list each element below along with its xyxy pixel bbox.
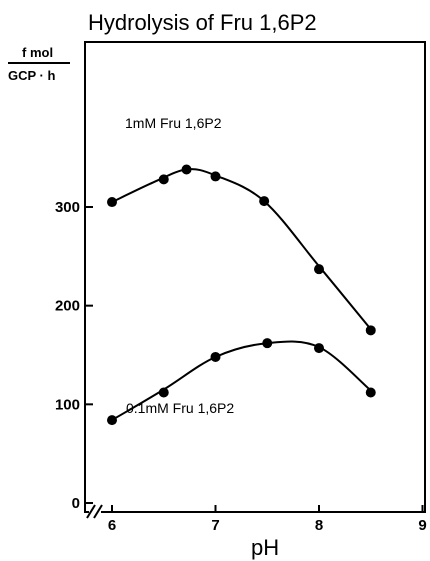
- series-0-point: [107, 197, 117, 208]
- x-tick-label: 8: [315, 517, 323, 534]
- series-0-point: [158, 174, 169, 185]
- x-tick-label: 6: [108, 517, 116, 534]
- data-points: [107, 164, 376, 426]
- x-axis-break: [86, 504, 103, 519]
- y-tick-label: 300: [55, 199, 80, 216]
- chart-title: Hydrolysis of Fru 1,6P2: [88, 10, 317, 35]
- x-ticks: 6 7 8 9: [108, 505, 427, 534]
- series-1-point: [262, 338, 273, 349]
- series-0-point: [210, 171, 221, 182]
- series-0-point: [365, 325, 376, 336]
- series-1-point: [210, 351, 221, 362]
- series-0-point: [314, 264, 324, 275]
- x-tick-label: 9: [418, 517, 426, 534]
- curves: [111, 168, 372, 421]
- series-0-point: [259, 196, 270, 207]
- series-1-point: [107, 415, 117, 426]
- series-0-curve: [111, 168, 372, 330]
- y-ticks: 0 100 200 300: [55, 199, 93, 512]
- y-axis-label-top: f mol: [22, 45, 53, 60]
- x-tick-label: 7: [211, 517, 219, 534]
- y-tick-label: 100: [55, 396, 80, 413]
- x-axis-label: pH: [251, 535, 279, 560]
- y-tick-label: 0: [72, 495, 80, 512]
- series-label-1mm: 1mM Fru 1,6P2: [125, 115, 222, 131]
- series-1-point: [365, 387, 376, 398]
- y-tick-label: 200: [55, 298, 80, 315]
- plot-frame: [84, 41, 426, 513]
- y-axis-label-bottom: GCP · h: [8, 68, 55, 83]
- series-1-point: [314, 343, 324, 354]
- series-0-point: [181, 164, 192, 175]
- series-label-0-1mm: 0.1mM Fru 1,6P2: [126, 400, 234, 416]
- series-1-point: [158, 387, 169, 398]
